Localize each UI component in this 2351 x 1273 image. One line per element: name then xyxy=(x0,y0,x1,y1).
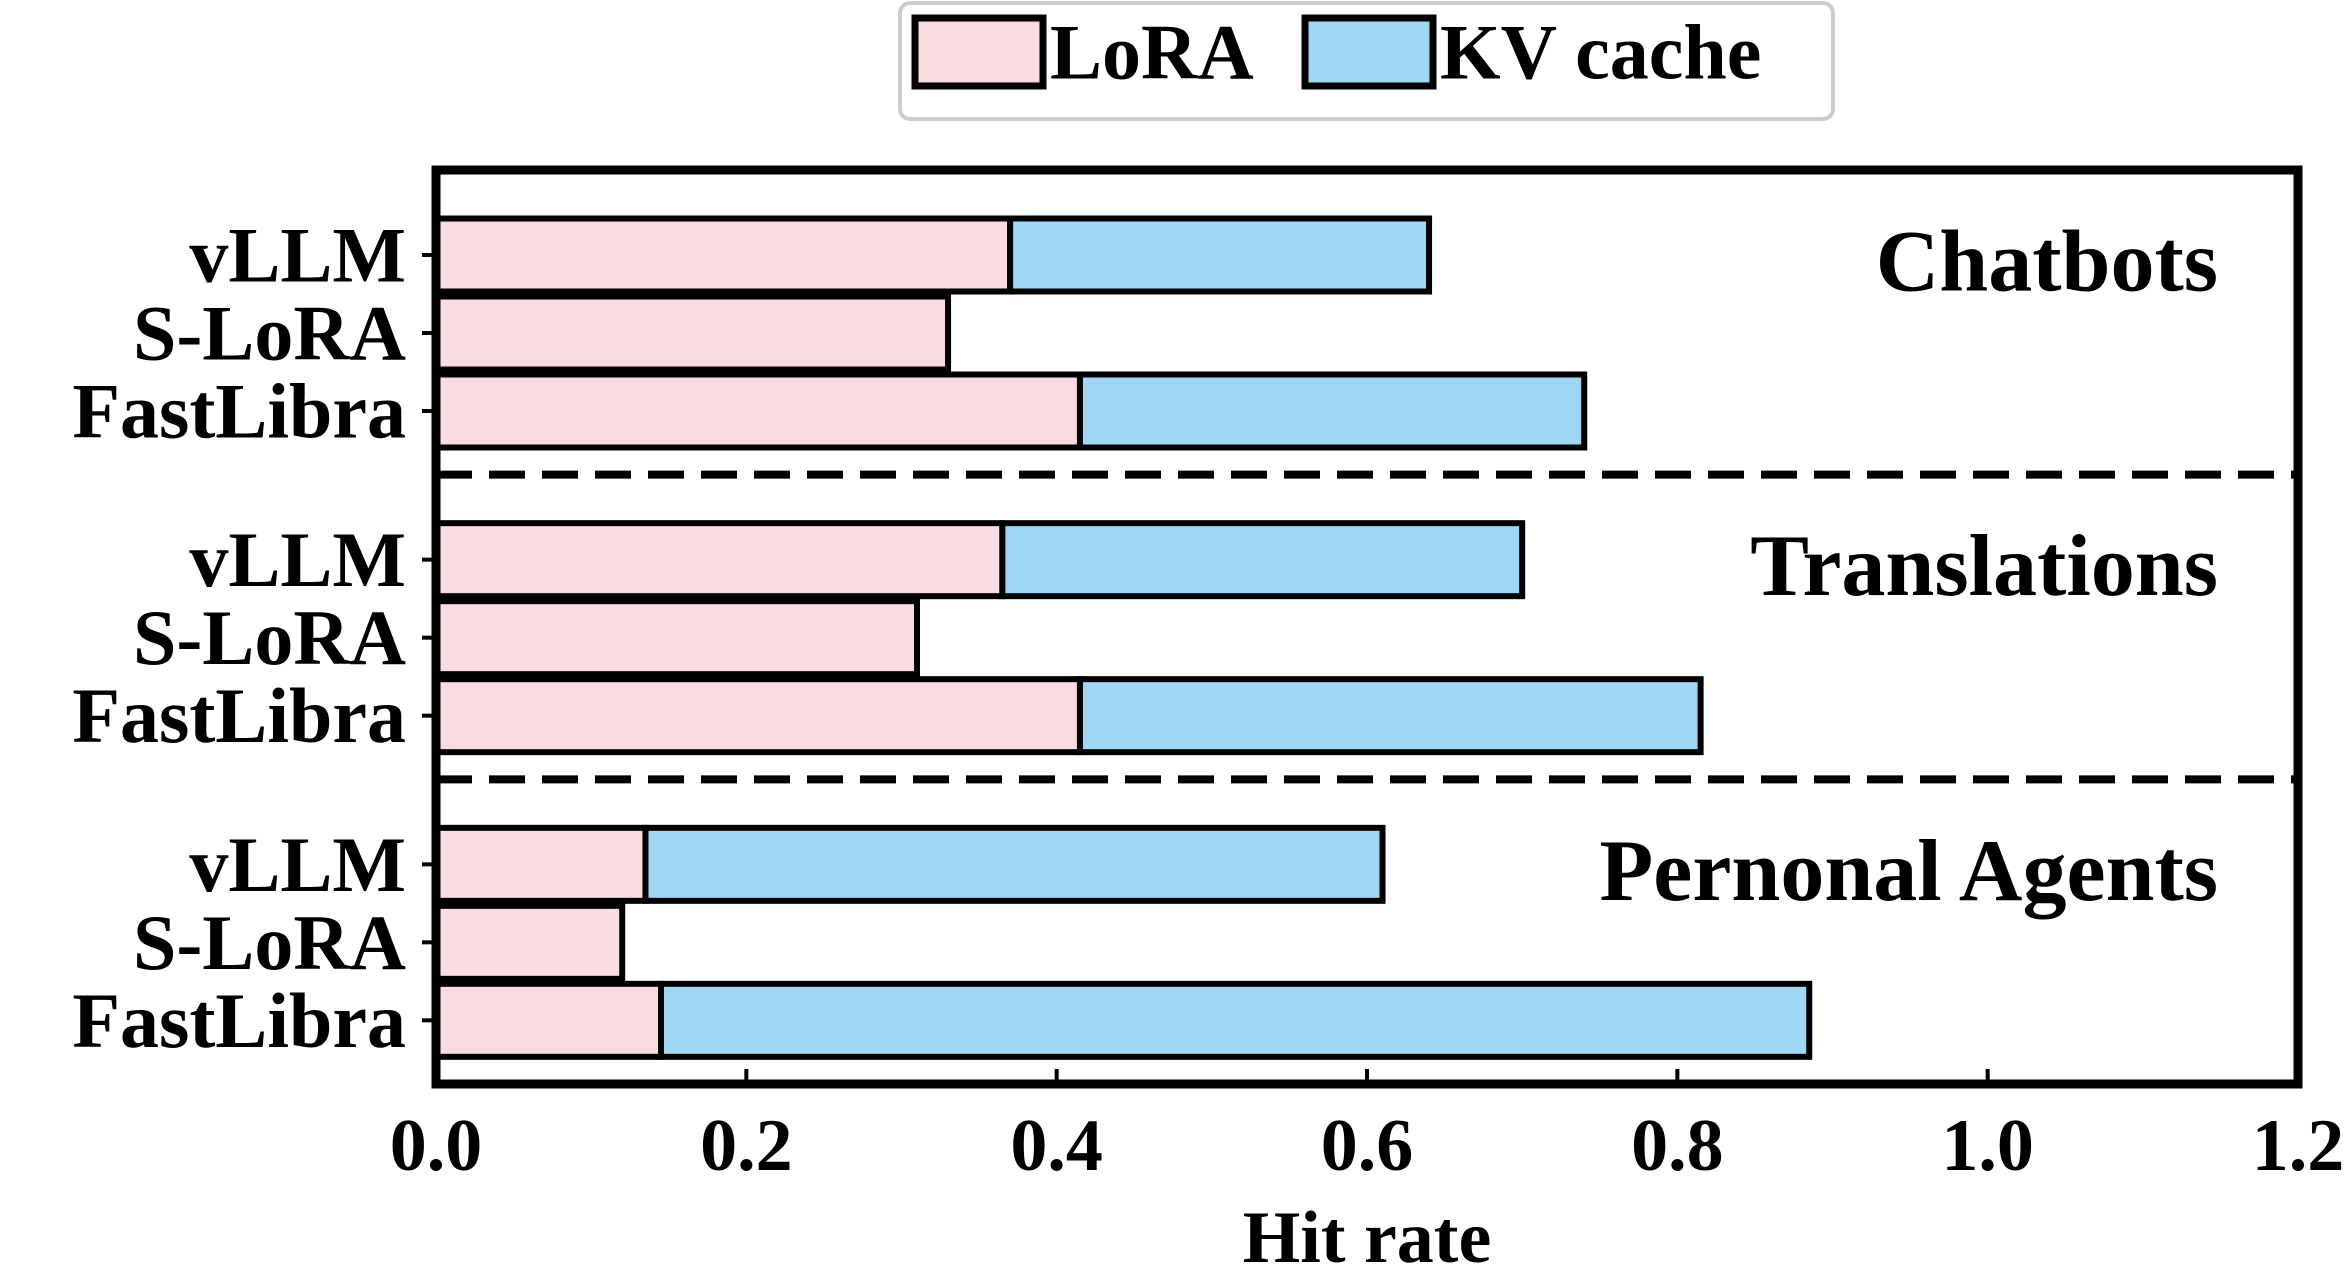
legend-swatch-kv-cache xyxy=(1301,14,1437,90)
legend: LoRA KV cache xyxy=(898,1,1835,121)
bar-lora-pernonal-agents-vllm xyxy=(433,824,649,904)
x-tick-label: 0.8 xyxy=(1631,1105,1724,1187)
group-label-chatbots: Chatbots xyxy=(1876,214,2218,311)
group-labels: Chatbots Translations Pernonal Agents xyxy=(1600,214,2218,920)
y-tick-label-pernonal-agents-vllm: vLLM xyxy=(189,821,406,908)
group-label-translations: Translations xyxy=(1750,518,2218,615)
group-dividers xyxy=(436,470,2298,784)
plot-frame xyxy=(431,165,2303,1089)
bar-kv-chatbots-vllm xyxy=(1007,215,1433,295)
y-tick-label-translations-vllm: vLLM xyxy=(189,516,406,603)
x-tick-label: 1.2 xyxy=(2252,1105,2345,1187)
bar-lora-pernonal-agents-fastlibra xyxy=(433,980,664,1060)
y-tick-label-pernonal-agents-s-lora: S-LoRA xyxy=(133,899,406,986)
legend-label-kv-cache: KV cache xyxy=(1440,9,1761,96)
x-tick-label: 1.0 xyxy=(1941,1105,2034,1187)
bar-lora-pernonal-agents-s-lora xyxy=(433,902,626,982)
y-tick-label-chatbots-vllm: vLLM xyxy=(189,212,406,299)
y-tick-label-translations-fastlibra: FastLibra xyxy=(72,672,406,759)
y-tick-label-translations-s-lora: S-LoRA xyxy=(133,594,406,681)
bar-kv-pernonal-agents-fastlibra xyxy=(657,980,1813,1060)
bar-lora-chatbots-fastlibra xyxy=(433,371,1083,451)
bar-lora-translations-fastlibra xyxy=(433,676,1083,756)
bars-layer xyxy=(433,215,1813,1060)
x-tick-label: 0.2 xyxy=(700,1105,793,1187)
x-tick-label: 0.6 xyxy=(1321,1105,1414,1187)
legend-label-lora: LoRA xyxy=(1050,9,1254,96)
bar-kv-translations-fastlibra xyxy=(1076,676,1704,756)
x-axis: 0.0 0.2 0.4 0.6 0.8 1.0 1.2 xyxy=(390,1069,2345,1187)
bar-lora-translations-s-lora xyxy=(433,598,921,678)
group-label-pernonal-agents: Pernonal Agents xyxy=(1600,823,2218,920)
x-tick-label: 0.0 xyxy=(390,1105,483,1187)
bar-kv-chatbots-fastlibra xyxy=(1076,371,1588,451)
bar-kv-pernonal-agents-vllm xyxy=(642,824,1386,904)
bar-kv-translations-vllm xyxy=(999,520,1526,600)
y-tick-labels: vLLMS-LoRAFastLibravLLMS-LoRAFastLibravL… xyxy=(72,212,436,1064)
bar-lora-chatbots-s-lora xyxy=(433,293,952,373)
bar-lora-translations-vllm xyxy=(433,520,1006,600)
x-tick-label: 0.4 xyxy=(1010,1105,1103,1187)
y-tick-label-chatbots-s-lora: S-LoRA xyxy=(133,290,406,377)
y-tick-label-pernonal-agents-fastlibra: FastLibra xyxy=(72,977,406,1064)
legend-swatch-lora xyxy=(911,14,1047,90)
bar-lora-chatbots-vllm xyxy=(433,215,1014,295)
y-tick-label-chatbots-fastlibra: FastLibra xyxy=(72,368,406,455)
x-axis-label: Hit rate xyxy=(1243,1197,1492,1273)
